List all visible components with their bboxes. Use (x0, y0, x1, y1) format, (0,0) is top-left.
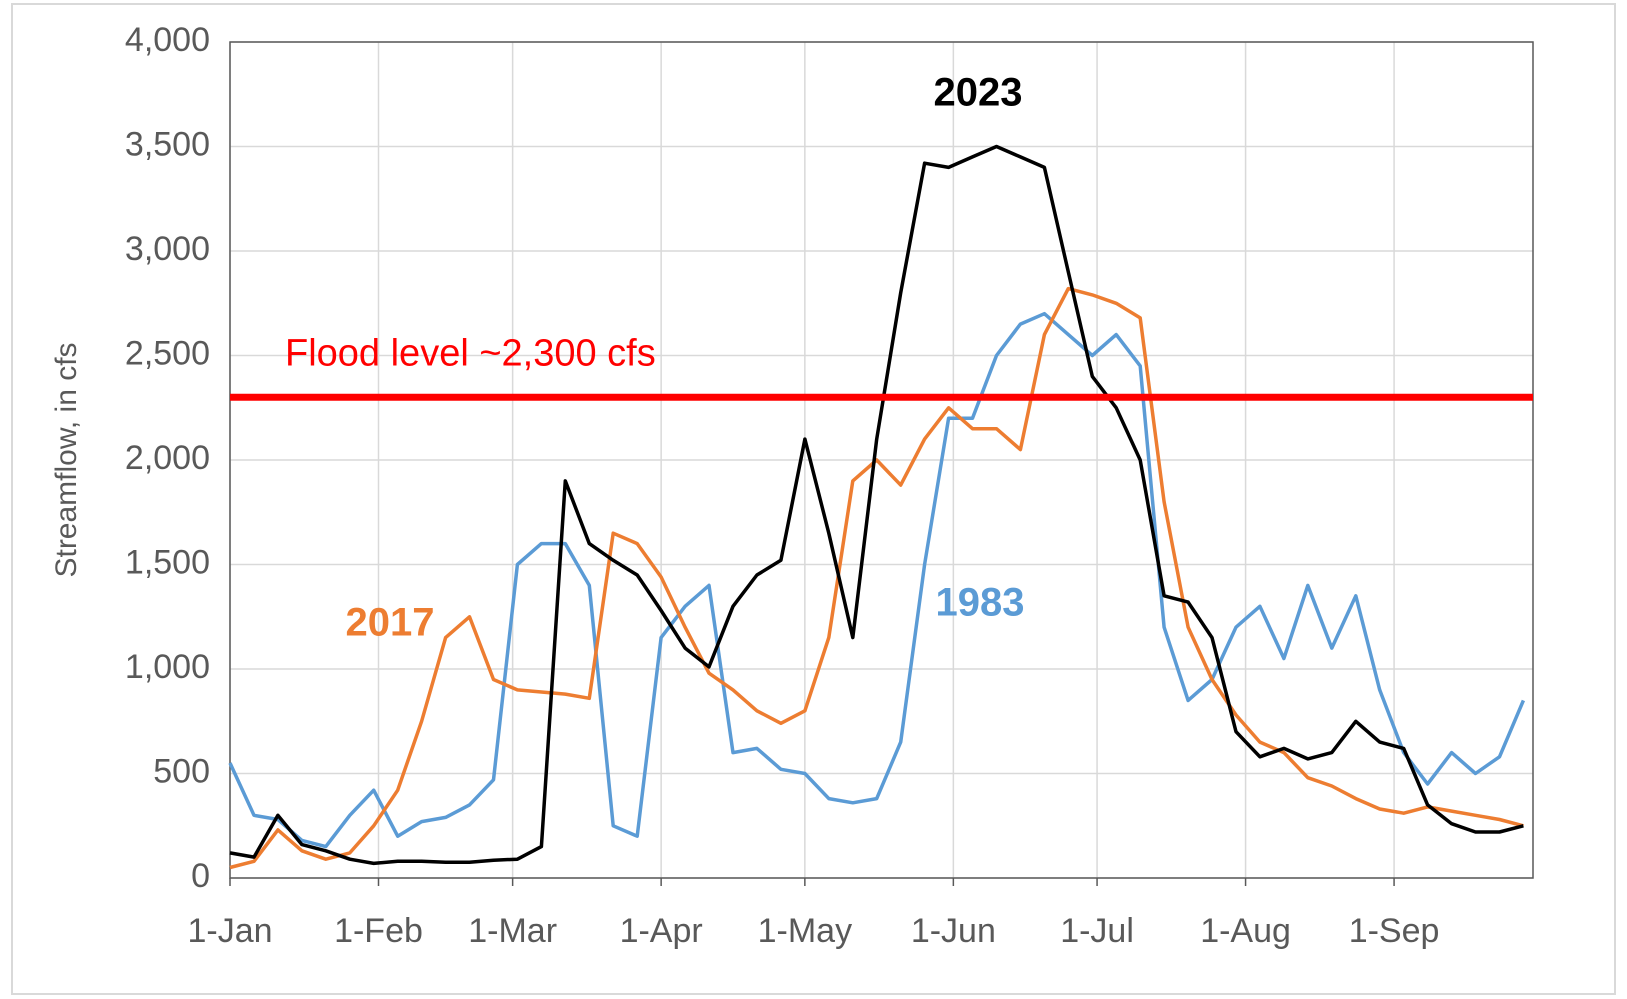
y-tick-label: 3,500 (125, 125, 210, 163)
y-tick-label: 2,500 (125, 334, 210, 372)
series-line (229, 144, 1524, 866)
series-label: 2023 (934, 71, 1023, 115)
y-tick-label: 500 (153, 752, 210, 790)
x-tick-label: 1-Apr (620, 912, 703, 950)
x-tick-label: 1-Mar (468, 912, 557, 950)
x-tick-label: 1-Aug (1200, 912, 1291, 950)
x-tick-label: 1-Jan (187, 912, 272, 950)
y-tick-label: 3,000 (125, 230, 210, 268)
y-tick-label: 4,000 (125, 21, 210, 59)
x-tick-label: 1-Feb (334, 912, 423, 950)
series-label: 2017 (346, 601, 435, 645)
y-tick-label: 2,000 (125, 439, 210, 477)
series-label: 1983 (936, 581, 1025, 625)
series-line (228, 311, 1526, 849)
y-tick-label: 1,500 (125, 543, 210, 581)
y-tick-label: 1,000 (125, 648, 210, 686)
x-tick-label: 1-Jul (1060, 912, 1134, 950)
plot-border (229, 41, 1534, 879)
series-line (229, 286, 1524, 870)
x-tick-label: 1-May (758, 912, 852, 950)
x-tick-label: 1-Jun (911, 912, 996, 950)
y-axis-label: Streamflow, in cfs (50, 342, 83, 577)
frame (11, 3, 1616, 995)
y-tick-label: 0 (191, 857, 210, 895)
x-tick-label: 1-Sep (1349, 912, 1440, 950)
flood-label: Flood level ~2,300 cfs (285, 332, 656, 374)
